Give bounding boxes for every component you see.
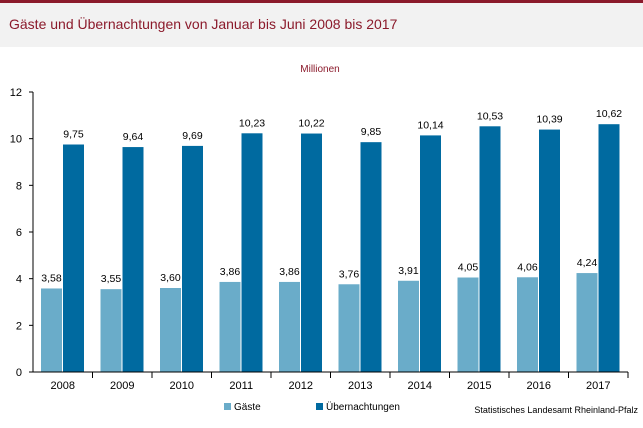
y-tick-label: 10 (10, 134, 22, 146)
bar-uebernachtungen (420, 135, 441, 372)
plot-area: Millionen 0 2 4 6 8 10 12 3,58 9,75 2008 3,55 9,64 20… (0, 47, 643, 423)
x-tick-label: 2011 (229, 380, 253, 392)
y-tick-label: 2 (16, 320, 22, 332)
x-tick-label: 2013 (348, 380, 372, 392)
y-tick-label: 8 (16, 180, 22, 192)
data-label-uebernachtungen: 9,69 (182, 130, 203, 142)
bar-gaeste (219, 281, 241, 372)
data-label-gaeste: 3,91 (398, 265, 419, 277)
x-tick-label: 2015 (467, 380, 491, 392)
chart-title: Gäste und Übernachtungen von Januar bis … (9, 16, 398, 32)
top-accent-bar (0, 0, 643, 3)
data-label-gaeste: 4,05 (458, 262, 479, 274)
bar-uebernachtungen (539, 129, 560, 372)
chart-header: Gäste und Übernachtungen von Januar bis … (0, 3, 643, 47)
bar-uebernachtungen (598, 124, 620, 372)
x-tick-label: 2008 (51, 380, 75, 392)
bar-uebernachtungen (479, 126, 501, 372)
bar-gaeste (279, 281, 300, 372)
y-tick-label: 0 (16, 367, 22, 379)
bar-gaeste (41, 288, 62, 372)
data-label-uebernachtungen: 9,85 (361, 126, 382, 138)
legend-label-uebernachtungen: Übernachtungen (326, 401, 400, 413)
x-tick-label: 2017 (586, 380, 610, 392)
x-tick-label: 2010 (170, 380, 194, 392)
x-tick-label: 2016 (527, 380, 551, 392)
data-label-gaeste: 3,86 (279, 266, 300, 278)
bar-chart: Millionen 0 2 4 6 8 10 12 3,58 9,75 2008 3,55 9,64 20… (10, 64, 639, 415)
y-tick-label: 12 (10, 87, 22, 99)
data-label-uebernachtungen: 10,39 (536, 114, 562, 126)
data-label-gaeste: 3,55 (101, 273, 122, 285)
y-tick-label: 6 (16, 227, 22, 239)
data-label-gaeste: 3,60 (160, 272, 181, 284)
bar-gaeste (100, 289, 122, 372)
bar-uebernachtungen (360, 142, 382, 372)
data-label-uebernachtungen: 9,75 (63, 129, 84, 141)
data-label-uebernachtungen: 10,14 (417, 119, 443, 131)
x-tick-label: 2014 (408, 380, 432, 392)
legend-swatch-uebernachtungen (316, 403, 323, 410)
bar-uebernachtungen (63, 144, 84, 372)
bar-gaeste (160, 288, 181, 372)
data-label-uebernachtungen: 10,53 (477, 110, 503, 122)
data-label-uebernachtungen: 10,62 (596, 108, 622, 120)
data-label-gaeste: 3,76 (339, 268, 360, 280)
bar-gaeste (338, 284, 360, 372)
data-label-gaeste: 3,58 (41, 272, 62, 284)
bar-gaeste (457, 277, 479, 372)
bar-uebernachtungen (301, 133, 322, 372)
bar-gaeste (398, 280, 419, 372)
data-label-gaeste: 4,06 (517, 261, 538, 273)
data-label-uebernachtungen: 10,23 (239, 117, 265, 129)
bar-uebernachtungen (241, 133, 263, 372)
bar-gaeste (576, 273, 598, 372)
data-label-gaeste: 3,86 (220, 266, 241, 278)
data-label-uebernachtungen: 9,64 (123, 131, 144, 143)
bar-uebernachtungen (122, 147, 144, 372)
y-tick-label: 4 (16, 274, 22, 286)
x-tick-label: 2012 (289, 380, 313, 392)
unit-label: Millionen (300, 64, 339, 75)
legend-swatch-gaeste (224, 403, 231, 410)
x-tick-label: 2009 (110, 380, 134, 392)
data-label-gaeste: 4,24 (577, 257, 598, 269)
source-note: Statistisches Landesamt Rheinland-Pfalz (474, 405, 638, 415)
bar-uebernachtungen (182, 145, 203, 372)
data-label-uebernachtungen: 10,22 (298, 118, 324, 130)
bar-gaeste (517, 277, 538, 372)
legend-label-gaeste: Gäste (234, 402, 261, 413)
